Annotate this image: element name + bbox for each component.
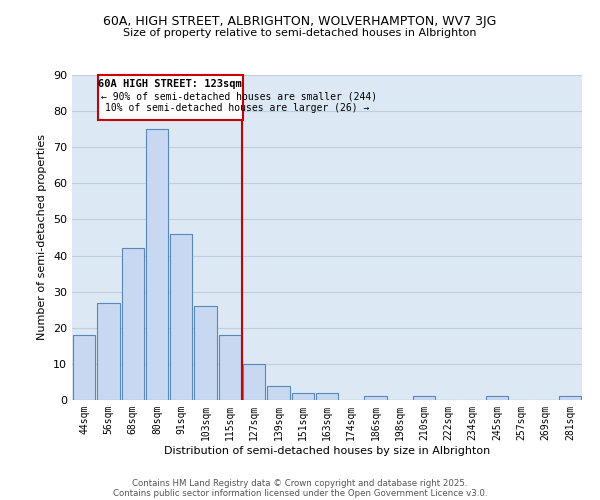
FancyBboxPatch shape — [97, 75, 243, 120]
Text: Size of property relative to semi-detached houses in Albrighton: Size of property relative to semi-detach… — [123, 28, 477, 38]
Bar — [146, 129, 168, 400]
Bar — [243, 364, 265, 400]
Bar — [122, 248, 144, 400]
Bar — [218, 335, 241, 400]
Text: Contains public sector information licensed under the Open Government Licence v3: Contains public sector information licen… — [113, 489, 487, 498]
Text: Contains HM Land Registry data © Crown copyright and database right 2025.: Contains HM Land Registry data © Crown c… — [132, 479, 468, 488]
Bar — [413, 396, 436, 400]
Bar — [267, 386, 290, 400]
Y-axis label: Number of semi-detached properties: Number of semi-detached properties — [37, 134, 47, 340]
Text: ← 90% of semi-detached houses are smaller (244): ← 90% of semi-detached houses are smalle… — [101, 91, 377, 101]
X-axis label: Distribution of semi-detached houses by size in Albrighton: Distribution of semi-detached houses by … — [164, 446, 490, 456]
Bar — [316, 393, 338, 400]
Bar — [559, 396, 581, 400]
Text: 10% of semi-detached houses are larger (26) →: 10% of semi-detached houses are larger (… — [105, 103, 369, 113]
Bar — [486, 396, 508, 400]
Bar — [194, 306, 217, 400]
Text: 60A HIGH STREET: 123sqm: 60A HIGH STREET: 123sqm — [98, 80, 242, 90]
Text: 60A, HIGH STREET, ALBRIGHTON, WOLVERHAMPTON, WV7 3JG: 60A, HIGH STREET, ALBRIGHTON, WOLVERHAMP… — [103, 15, 497, 28]
Bar — [292, 393, 314, 400]
Bar — [73, 335, 95, 400]
Bar — [97, 302, 119, 400]
Bar — [364, 396, 387, 400]
Bar — [170, 234, 193, 400]
